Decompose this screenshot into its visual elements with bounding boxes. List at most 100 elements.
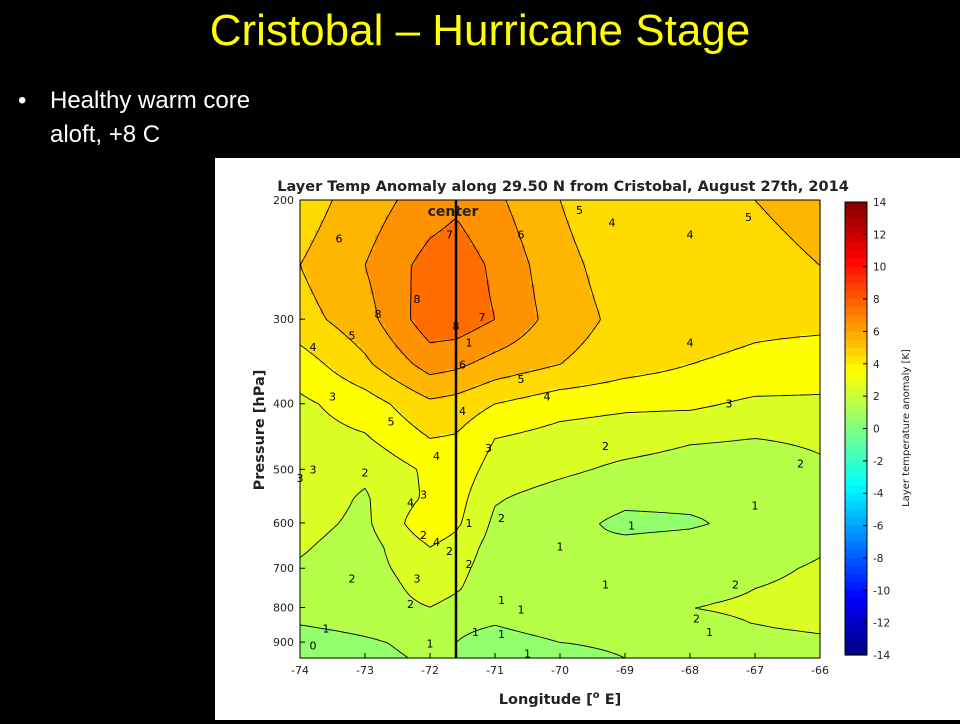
heatmap-cell [315,419,321,425]
heatmap-cell [680,270,686,276]
heatmap-cell [365,220,371,226]
heatmap-cell [615,369,621,375]
heatmap-cell [550,324,556,330]
heatmap-cell [505,220,511,226]
heatmap-cell [370,220,376,226]
heatmap-cell [320,339,326,345]
heatmap-cell [605,255,611,261]
heatmap-cell [730,384,736,390]
heatmap-cell [720,225,726,231]
heatmap-cell [595,275,601,281]
heatmap-cell [780,364,786,370]
heatmap-cell [755,349,761,355]
heatmap-cell [415,329,421,335]
heatmap-cell [635,324,641,330]
heatmap-cell [630,389,636,395]
heatmap-cell [385,205,391,211]
heatmap-cell [395,220,401,226]
heatmap-cell [325,310,331,316]
heatmap-cell [700,255,706,261]
heatmap-cell [495,250,501,256]
heatmap-cell [345,295,351,301]
heatmap-cell [700,275,706,281]
heatmap-cell [665,255,671,261]
heatmap-cell [640,295,646,301]
heatmap-cell [760,334,766,340]
heatmap-cell [735,230,741,236]
heatmap-cell [715,369,721,375]
heatmap-cell [345,359,351,365]
heatmap-cell [680,354,686,360]
heatmap-cell [300,290,306,296]
heatmap-cell [515,364,521,370]
heatmap-cell [485,419,491,425]
heatmap-cell [500,374,506,380]
heatmap-cell [400,300,406,306]
heatmap-cell [435,235,441,241]
heatmap-cell [810,280,816,286]
heatmap-cell [310,429,316,435]
heatmap-cell [555,265,561,271]
heatmap-cell [565,315,571,321]
heatmap-cell [620,394,626,400]
heatmap-cell [385,339,391,345]
heatmap-cell [615,339,621,345]
heatmap-cell [500,220,506,226]
heatmap-cell [610,434,616,440]
heatmap-cell [660,404,666,410]
heatmap-cell [800,424,806,430]
heatmap-cell [620,364,626,370]
heatmap-cell [475,225,481,231]
heatmap-cell [310,369,316,375]
heatmap-cell [690,295,696,301]
heatmap-cell [640,389,646,395]
heatmap-cell [435,305,441,311]
heatmap-cell [505,235,511,241]
heatmap-cell [730,205,736,211]
heatmap-cell [760,369,766,375]
heatmap-cell [715,280,721,286]
heatmap-cell [645,329,651,335]
heatmap-cell [605,200,611,206]
heatmap-cell [530,220,536,226]
heatmap-cell [740,310,746,316]
heatmap-cell [365,240,371,246]
heatmap-cell [395,324,401,330]
heatmap-cell [545,200,551,206]
heatmap-cell [705,434,711,440]
heatmap-cell [355,205,361,211]
heatmap-cell [765,255,771,261]
heatmap-cell [495,389,501,395]
heatmap-cell [305,290,311,296]
heatmap-cell [695,300,701,306]
heatmap-cell [530,419,536,425]
heatmap-cell [520,210,526,216]
heatmap-cell [385,295,391,301]
heatmap-cell [485,245,491,251]
heatmap-cell [770,334,776,340]
heatmap-cell [580,329,586,335]
heatmap-cell [575,429,581,435]
heatmap-cell [435,300,441,306]
heatmap-cell [300,220,306,226]
heatmap-cell [345,364,351,370]
heatmap-cell [570,324,576,330]
heatmap-cell [530,354,536,360]
heatmap-cell [740,409,746,415]
heatmap-cell [335,210,341,216]
heatmap-cell [710,399,716,405]
heatmap-cell [580,404,586,410]
heatmap-cell [415,270,421,276]
heatmap-cell [735,315,741,321]
heatmap-cell [570,364,576,370]
heatmap-cell [700,285,706,291]
heatmap-cell [555,379,561,385]
heatmap-cell [720,210,726,216]
heatmap-cell [585,235,591,241]
heatmap-cell [665,419,671,425]
heatmap-cell [665,384,671,390]
heatmap-cell [710,265,716,271]
heatmap-cell [485,374,491,380]
heatmap-cell [575,369,581,375]
heatmap-cell [550,250,556,256]
